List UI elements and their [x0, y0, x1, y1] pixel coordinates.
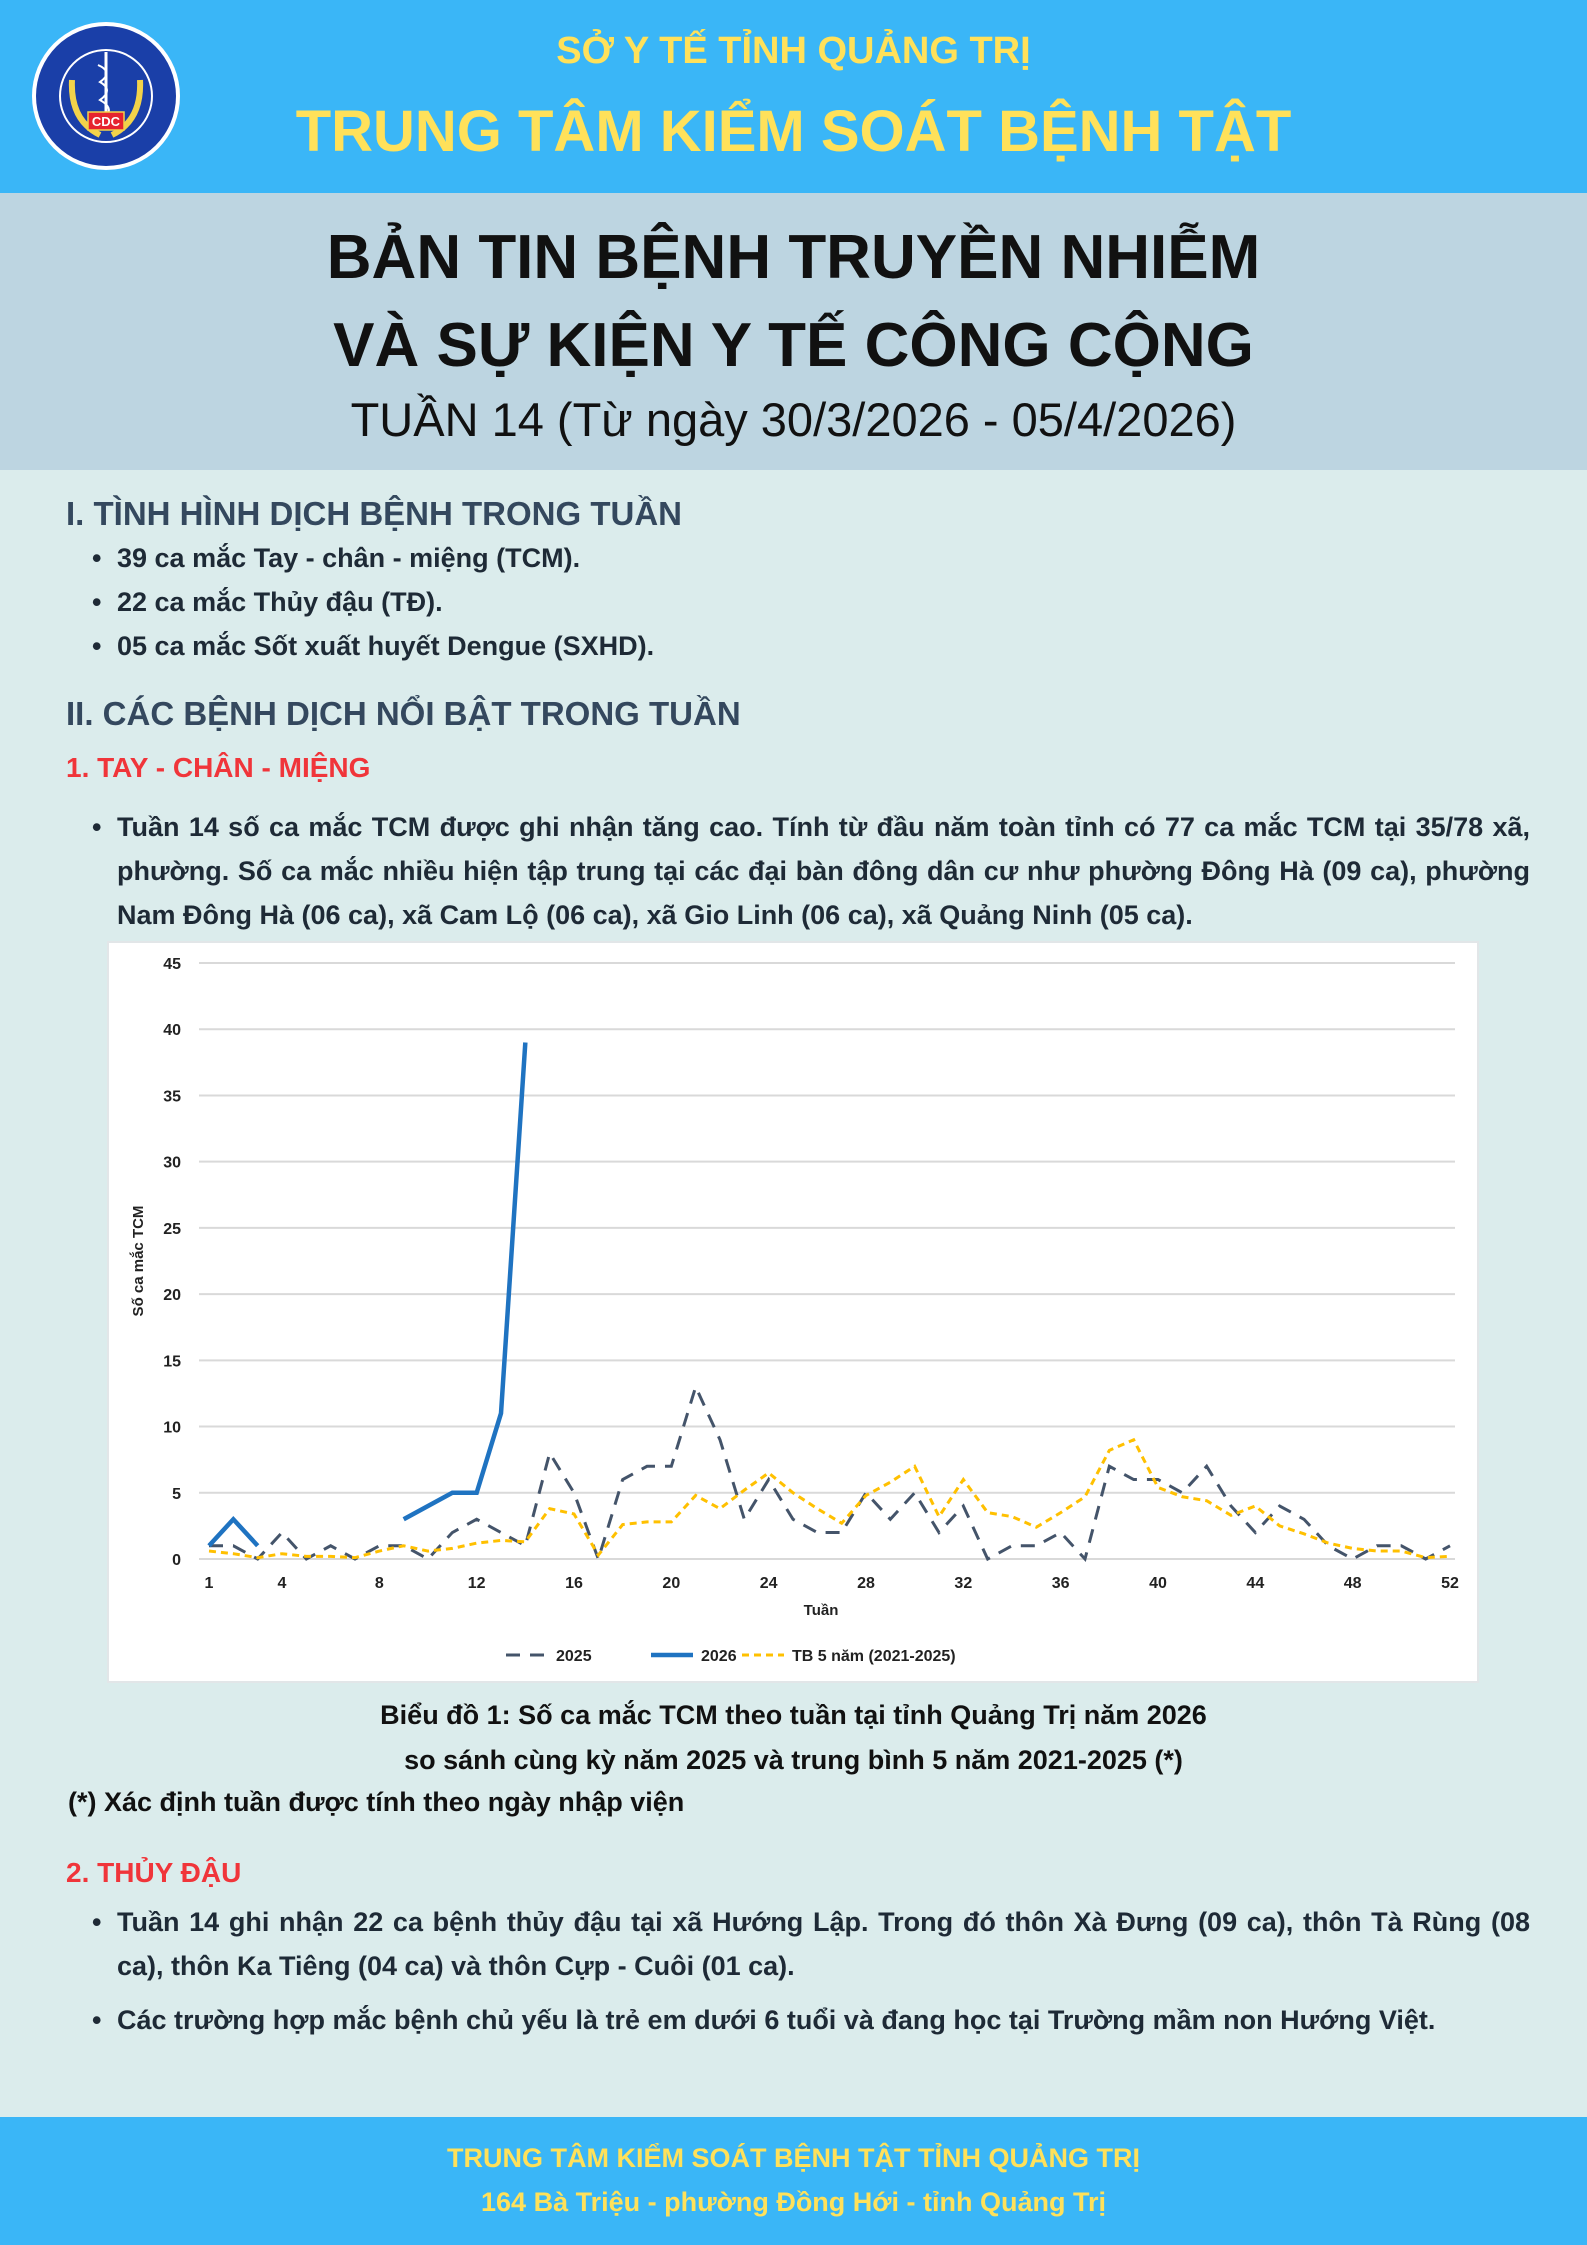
y-tick-label: 40: [163, 1022, 181, 1039]
x-tick-label: 16: [565, 1575, 583, 1592]
x-tick-label: 36: [1052, 1575, 1070, 1592]
series-line-2026: [402, 1042, 528, 1522]
chart-caption-line1: Biểu đồ 1: Số ca mắc TCM theo tuần tại t…: [380, 1700, 1207, 1730]
legend-label: 2025: [556, 1648, 592, 1665]
cdc-logo: CDC: [32, 22, 180, 170]
tcm-bullet: • Tuần 14 số ca mắc TCM được ghi nhận tăn…: [92, 812, 1530, 930]
y-tick-label: 15: [163, 1353, 181, 1370]
bulletin-week: TUẦN 14 (Từ ngày 30/3/2026 - 05/4/2026): [350, 393, 1237, 446]
x-tick-label: 8: [375, 1575, 384, 1592]
x-tick-label: 20: [662, 1575, 680, 1592]
footer-banner: TRUNG TÂM KIỂM SOÁT BỆNH TẬT TỈNH QUẢNG …: [0, 2117, 1587, 2245]
x-tick-label: 48: [1344, 1575, 1362, 1592]
section1-heading: I. TÌNH HÌNH DỊCH BỆNH TRONG TUẦN: [66, 495, 682, 532]
bulletin-title-line1: BẢN TIN BỆNH TRUYỀN NHIỄM: [326, 223, 1261, 292]
footer-address: 164 Bà Triệu - phường Đồng Hới - tỉnh Qu…: [481, 2187, 1106, 2217]
series-line-TB 5 năm (2021-2025): [208, 1437, 1451, 1560]
y-tick-label: 45: [163, 956, 181, 973]
svg-text:CDC: CDC: [92, 114, 121, 129]
y-tick-label: 25: [163, 1221, 181, 1238]
chart-footnote: (*) Xác định tuần được tính theo ngày nh…: [68, 1787, 685, 1817]
x-tick-label: 24: [760, 1575, 778, 1592]
x-tick-label: 40: [1149, 1575, 1167, 1592]
x-tick-label: 12: [468, 1575, 486, 1592]
y-tick-label: 0: [172, 1552, 181, 1569]
x-tick-label: 52: [1441, 1575, 1459, 1592]
x-axis-title: Tuần: [804, 1602, 839, 1619]
y-tick-label: 30: [163, 1155, 181, 1172]
y-tick-label: 20: [163, 1287, 181, 1304]
x-tick-label: 44: [1246, 1575, 1264, 1592]
chickenpox-bullet: • Các trường hợp mắc bệnh chủ yếu là trẻ …: [92, 2005, 1436, 2035]
org-name: TRUNG TÂM KIỂM SOÁT BỆNH TẬT: [295, 99, 1292, 164]
x-tick-label: 28: [857, 1575, 875, 1592]
title-band: [0, 193, 1587, 470]
footer-org: TRUNG TÂM KIỂM SOÁT BỆNH TẬT TỈNH QUẢNG …: [447, 2143, 1140, 2173]
org-parent: SỞ Y TẾ TỈNH QUẢNG TRỊ: [556, 30, 1031, 72]
chart-caption-line2: so sánh cùng kỳ năm 2025 và trung bình 5…: [404, 1745, 1183, 1775]
section2-heading: II. CÁC BỆNH DỊCH NỔI BẬT TRONG TUẦN: [66, 695, 741, 732]
y-tick-label: 35: [163, 1088, 181, 1105]
x-tick-label: 4: [278, 1575, 287, 1592]
tcm-heading: 1. TAY - CHÂN - MIỆNG: [66, 752, 371, 783]
legend-label: TB 5 năm (2021-2025): [792, 1648, 956, 1665]
legend-label: 2026: [701, 1648, 737, 1665]
x-tick-label: 32: [954, 1575, 972, 1592]
section1-bullet: • 39 ca mắc Tay - chân - miệng (TCM).: [92, 543, 581, 573]
x-tick-label: 1: [205, 1575, 214, 1592]
header-banner: CDC SỞ Y TẾ TỈNH QUẢNG TRỊ TRUNG TÂM KIỂ…: [0, 0, 1587, 193]
chickenpox-bullet: • Tuần 14 ghi nhận 22 ca bệnh thủy đậu tạ…: [92, 1907, 1530, 1981]
series-line-2025: [209, 1382, 1451, 1564]
y-axis-title: Số ca mắc TCM: [129, 1206, 147, 1317]
section1-bullet: • 05 ca mắc Sốt xuất huyết Dengue (SXHD).: [92, 631, 655, 661]
y-tick-label: 10: [163, 1420, 181, 1437]
tcm-chart: 0 5 10 15 20 25 30 35 40 45 1 4 8 12 16 20 24 28 32 36 40 44 4…: [107, 941, 1479, 1683]
series-line-2026: [207, 1515, 260, 1548]
section1-bullet: • 22 ca mắc Thủy đậu (TĐ).: [92, 587, 443, 617]
chickenpox-heading: 2. THỦY ĐẬU: [66, 1857, 242, 1888]
y-tick-label: 5: [172, 1486, 181, 1503]
bulletin-title-line2: VÀ SỰ KIỆN Y TẾ CÔNG CỘNG: [333, 311, 1254, 380]
